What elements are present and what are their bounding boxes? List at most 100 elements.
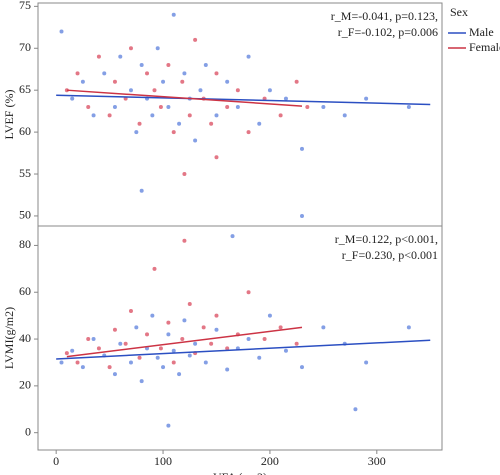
point xyxy=(158,104,163,109)
point xyxy=(139,379,144,384)
point xyxy=(187,353,192,358)
point xyxy=(75,360,80,365)
point xyxy=(299,365,304,370)
point xyxy=(321,325,326,330)
point xyxy=(171,360,176,365)
point xyxy=(112,79,117,84)
fit-line xyxy=(56,94,431,106)
y-tick-label: 40 xyxy=(19,331,31,345)
fit-line xyxy=(66,89,303,107)
point xyxy=(321,104,326,109)
point xyxy=(353,407,358,412)
point xyxy=(150,113,155,118)
point xyxy=(112,372,117,377)
point xyxy=(246,54,251,59)
point xyxy=(102,71,107,76)
y-tick-label: 60 xyxy=(19,124,31,138)
point xyxy=(283,96,288,101)
point xyxy=(299,213,304,218)
point xyxy=(107,365,112,370)
y-tick-label: 70 xyxy=(19,40,31,54)
point xyxy=(283,348,288,353)
point xyxy=(70,96,75,101)
point xyxy=(294,341,299,346)
point xyxy=(187,301,192,306)
point xyxy=(305,104,310,109)
point xyxy=(118,341,123,346)
legend-title: Sex xyxy=(450,5,468,19)
point xyxy=(171,348,176,353)
point xyxy=(187,113,192,118)
point xyxy=(180,337,185,342)
y-axis-label: LVEF (%) xyxy=(2,90,16,140)
point xyxy=(137,355,142,360)
point xyxy=(246,130,251,135)
x-tick-label: 200 xyxy=(261,454,279,468)
annotation: r_F=0.230, p<0.001 xyxy=(342,248,438,262)
point xyxy=(209,341,214,346)
point xyxy=(262,96,267,101)
point xyxy=(161,79,166,84)
point xyxy=(225,104,230,109)
point xyxy=(262,337,267,342)
point xyxy=(278,113,283,118)
point xyxy=(86,104,91,109)
point xyxy=(161,365,166,370)
fit-line xyxy=(56,339,431,360)
point xyxy=(267,88,272,93)
y-axis-label: LVMI(g/m2) xyxy=(2,307,16,369)
point xyxy=(278,325,283,330)
point xyxy=(112,104,117,109)
point xyxy=(246,337,251,342)
point xyxy=(214,71,219,76)
point xyxy=(406,104,411,109)
point xyxy=(177,121,182,126)
point xyxy=(214,313,219,318)
point xyxy=(230,234,235,239)
point xyxy=(209,121,214,126)
x-tick-label: 100 xyxy=(154,454,172,468)
point xyxy=(177,372,182,377)
point xyxy=(180,79,185,84)
point xyxy=(139,188,144,193)
point xyxy=(171,12,176,17)
point xyxy=(406,325,411,330)
x-tick-label: 300 xyxy=(368,454,386,468)
point xyxy=(134,130,139,135)
point xyxy=(225,79,230,84)
point xyxy=(80,365,85,370)
point xyxy=(225,346,230,351)
fit-line xyxy=(66,326,303,358)
legend-label: Male xyxy=(469,25,494,39)
point xyxy=(128,88,133,93)
point xyxy=(166,332,171,337)
y-tick-label: 20 xyxy=(19,378,31,392)
point xyxy=(152,266,157,271)
point xyxy=(166,104,171,109)
point xyxy=(70,348,75,353)
point xyxy=(201,325,206,330)
point xyxy=(294,79,299,84)
point xyxy=(137,121,142,126)
point xyxy=(193,138,198,143)
point xyxy=(257,121,262,126)
point xyxy=(342,113,347,118)
point xyxy=(166,63,171,68)
point xyxy=(225,367,230,372)
point xyxy=(246,290,251,295)
point xyxy=(96,54,101,59)
y-tick-label: 60 xyxy=(19,284,31,298)
point xyxy=(158,346,163,351)
point xyxy=(80,79,85,84)
point xyxy=(91,337,96,342)
point xyxy=(193,341,198,346)
point xyxy=(59,29,64,34)
point xyxy=(107,113,112,118)
point xyxy=(134,325,139,330)
y-tick-label: 55 xyxy=(19,166,31,180)
point xyxy=(150,313,155,318)
point xyxy=(171,130,176,135)
point xyxy=(235,104,240,109)
point xyxy=(235,88,240,93)
